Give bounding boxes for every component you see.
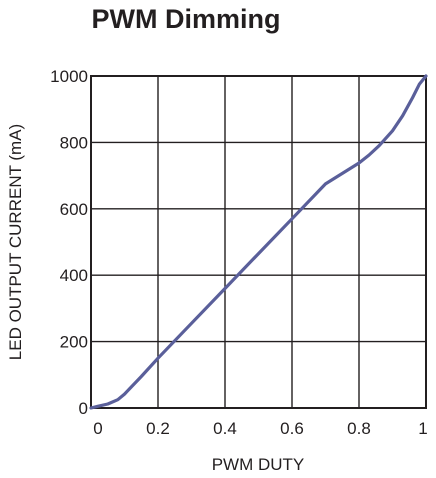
- y-tick-label: 400: [60, 266, 88, 285]
- x-tick-label: 0.4: [213, 419, 237, 438]
- y-tick-label: 1000: [50, 67, 88, 86]
- x-tick-label: 0.8: [347, 419, 371, 438]
- grid-lines: [91, 76, 426, 408]
- x-tick-label: 0.2: [146, 419, 170, 438]
- x-tick-label: 0: [93, 419, 102, 438]
- y-tick-labels: 0 200 400 600 800 1000: [50, 67, 88, 418]
- y-tick-label: 200: [60, 333, 88, 352]
- y-tick-label: 0: [79, 399, 88, 418]
- series-line: [89, 74, 428, 410]
- x-axis-label: PWM DUTY: [212, 455, 305, 474]
- x-tick-label: 1: [418, 419, 427, 438]
- plot-frame: [90, 75, 427, 409]
- chart-title: PWM Dimming: [92, 4, 281, 34]
- x-tick-label: 0.6: [280, 419, 304, 438]
- y-tick-label: 600: [60, 200, 88, 219]
- y-axis-label: LED OUTPUT CURRENT (mA): [6, 124, 25, 360]
- y-tick-label: 800: [60, 133, 88, 152]
- x-tick-labels: 0 0.2 0.4 0.6 0.8 1: [93, 419, 427, 438]
